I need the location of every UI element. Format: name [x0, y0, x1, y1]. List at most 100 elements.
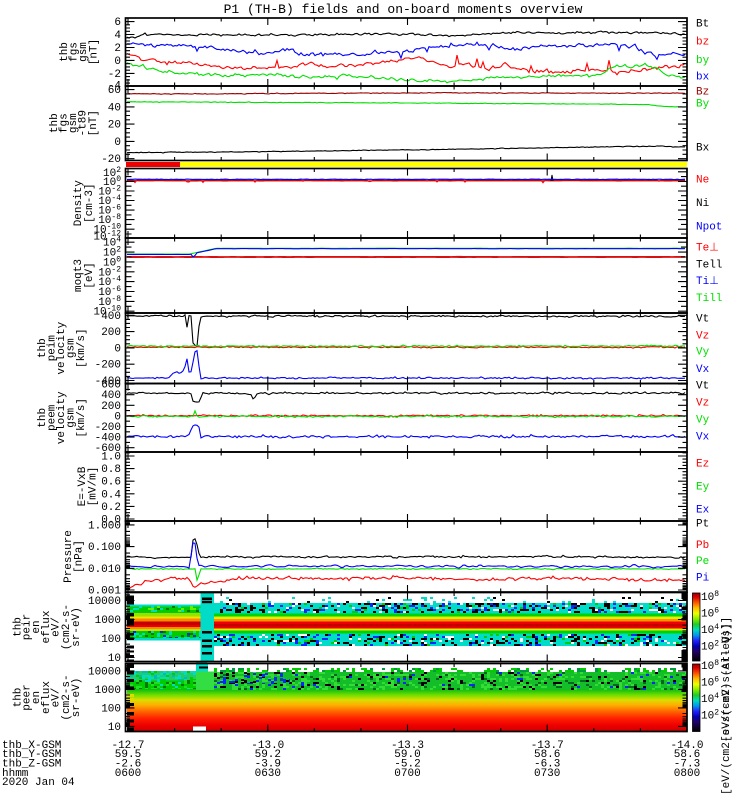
- svg-text:en: en: [31, 691, 43, 704]
- svg-text:-200: -200: [95, 360, 121, 372]
- svg-text:1000: 1000: [95, 685, 121, 697]
- svg-text:-12.7: -12.7: [111, 740, 144, 752]
- svg-text:(cm2-s-: (cm2-s-: [61, 674, 73, 720]
- svg-text:Ex: Ex: [696, 505, 710, 517]
- svg-text:0.001: 0.001: [88, 586, 121, 598]
- svg-text:thb: thb: [59, 42, 71, 62]
- svg-text:0.2: 0.2: [101, 502, 121, 514]
- svg-text:peir: peir: [22, 614, 34, 640]
- svg-text:thb_Y-GSM: thb_Y-GSM: [2, 749, 61, 761]
- svg-text:0630: 0630: [255, 768, 281, 780]
- svg-text:Bx: Bx: [696, 143, 710, 155]
- svg-text:bz: bz: [696, 37, 709, 49]
- svg-text:0.100: 0.100: [88, 542, 121, 554]
- svg-text:Till: Till: [696, 293, 722, 305]
- svg-text:Ey: Ey: [696, 482, 710, 494]
- svg-text:400: 400: [101, 311, 121, 323]
- svg-text:100: 100: [101, 703, 121, 715]
- svg-text:[km/s]: [km/s]: [76, 398, 88, 438]
- svg-text:sr-eV): sr-eV): [71, 678, 83, 718]
- svg-text:sr-eV): sr-eV): [71, 607, 83, 647]
- svg-text:E=-VxB: E=-VxB: [77, 466, 89, 506]
- svg-text:0.0: 0.0: [101, 515, 121, 527]
- svg-text:thb_X-GSM: thb_X-GSM: [2, 740, 61, 752]
- svg-text:Tell: Tell: [696, 260, 722, 272]
- svg-text:200: 200: [101, 401, 121, 413]
- svg-text:-200: -200: [95, 422, 121, 434]
- svg-text:velocity: velocity: [56, 391, 68, 444]
- svg-text:2020 Jan 04: 2020 Jan 04: [2, 777, 75, 789]
- svg-text:10: 10: [108, 653, 121, 665]
- svg-text:-600: -600: [95, 443, 121, 455]
- svg-text:Vx: Vx: [696, 432, 710, 444]
- svg-text:-13.3: -13.3: [391, 740, 424, 752]
- svg-text:bx: bx: [696, 72, 710, 84]
- svg-text:Pe: Pe: [696, 556, 709, 568]
- svg-text:0: 0: [114, 137, 121, 149]
- svg-text:[nPa]: [nPa]: [74, 540, 86, 573]
- svg-text:200: 200: [101, 327, 121, 339]
- svg-text:-3.9: -3.9: [255, 759, 281, 771]
- svg-text:-2: -2: [108, 69, 121, 81]
- svg-text:1.000: 1.000: [88, 520, 121, 532]
- svg-text:2: 2: [114, 43, 121, 55]
- svg-text:Pi: Pi: [696, 573, 710, 585]
- svg-text:[mV/m]: [mV/m]: [88, 467, 100, 507]
- svg-text:100: 100: [101, 634, 121, 646]
- svg-text:Vx: Vx: [696, 364, 710, 376]
- svg-text:10000: 10000: [88, 596, 121, 608]
- svg-text:-2.6: -2.6: [115, 759, 141, 771]
- svg-text:0700: 0700: [394, 768, 420, 780]
- svg-text:peem: peem: [47, 404, 59, 431]
- svg-text:[nT]: [nT]: [89, 39, 101, 65]
- svg-text:P1 (TH-B) fields and on-board: P1 (TH-B) fields and on-board moments ov…: [224, 2, 583, 17]
- svg-text:10000: 10000: [88, 666, 121, 678]
- svg-text:59.5: 59.5: [115, 749, 141, 761]
- svg-text:-400: -400: [95, 433, 121, 445]
- svg-text:4: 4: [114, 30, 121, 42]
- svg-text:Ni: Ni: [696, 198, 710, 210]
- svg-text:1.0: 1.0: [101, 452, 121, 464]
- svg-text:Vy: Vy: [696, 347, 710, 359]
- svg-text:gsm: gsm: [66, 338, 78, 358]
- svg-text:thb: thb: [49, 113, 61, 133]
- svg-text:0.010: 0.010: [88, 564, 121, 576]
- svg-text:gsm: gsm: [68, 113, 80, 133]
- svg-text:eflux: eflux: [41, 610, 53, 643]
- svg-text:fgs: fgs: [59, 113, 71, 133]
- svg-text:hhmm: hhmm: [2, 768, 29, 780]
- svg-text:59.2: 59.2: [255, 749, 281, 761]
- svg-text:Vz: Vz: [696, 398, 709, 410]
- svg-text:-13.0: -13.0: [251, 740, 284, 752]
- svg-text:gsm: gsm: [66, 408, 78, 428]
- svg-text:Pt: Pt: [696, 519, 709, 531]
- svg-text:Pb: Pb: [696, 540, 709, 552]
- svg-text:moqt3: moqt3: [73, 259, 85, 292]
- svg-text:0: 0: [114, 411, 121, 423]
- svg-text:gsm: gsm: [78, 42, 90, 62]
- svg-text:Vz: Vz: [696, 331, 709, 343]
- svg-text:0.8: 0.8: [101, 464, 121, 476]
- svg-text:0.4: 0.4: [101, 489, 121, 501]
- svg-text:By: By: [696, 99, 710, 111]
- svg-text:(cm2-s-: (cm2-s-: [61, 604, 73, 650]
- svg-text:1000: 1000: [95, 615, 121, 627]
- svg-text:Density: Density: [73, 180, 85, 227]
- svg-text:0.6: 0.6: [101, 477, 121, 489]
- svg-text:thb: thb: [37, 408, 49, 428]
- svg-text:peer: peer: [22, 684, 34, 710]
- svg-text:-13.7: -13.7: [531, 740, 564, 752]
- svg-text:eV/: eV/: [51, 617, 63, 637]
- svg-text:Ti⊥: Ti⊥: [696, 276, 719, 288]
- svg-text:0800: 0800: [674, 768, 700, 780]
- svg-text:20: 20: [108, 120, 121, 132]
- svg-text:Npot: Npot: [696, 222, 722, 234]
- svg-text:-20: -20: [101, 154, 121, 166]
- svg-text:peim: peim: [47, 335, 59, 362]
- svg-text:60: 60: [108, 85, 121, 97]
- svg-text:by: by: [696, 55, 710, 67]
- svg-text:Te⊥: Te⊥: [696, 243, 719, 255]
- svg-text:0600: 0600: [115, 768, 141, 780]
- svg-text:0730: 0730: [534, 768, 560, 780]
- svg-text:58.6: 58.6: [674, 749, 700, 761]
